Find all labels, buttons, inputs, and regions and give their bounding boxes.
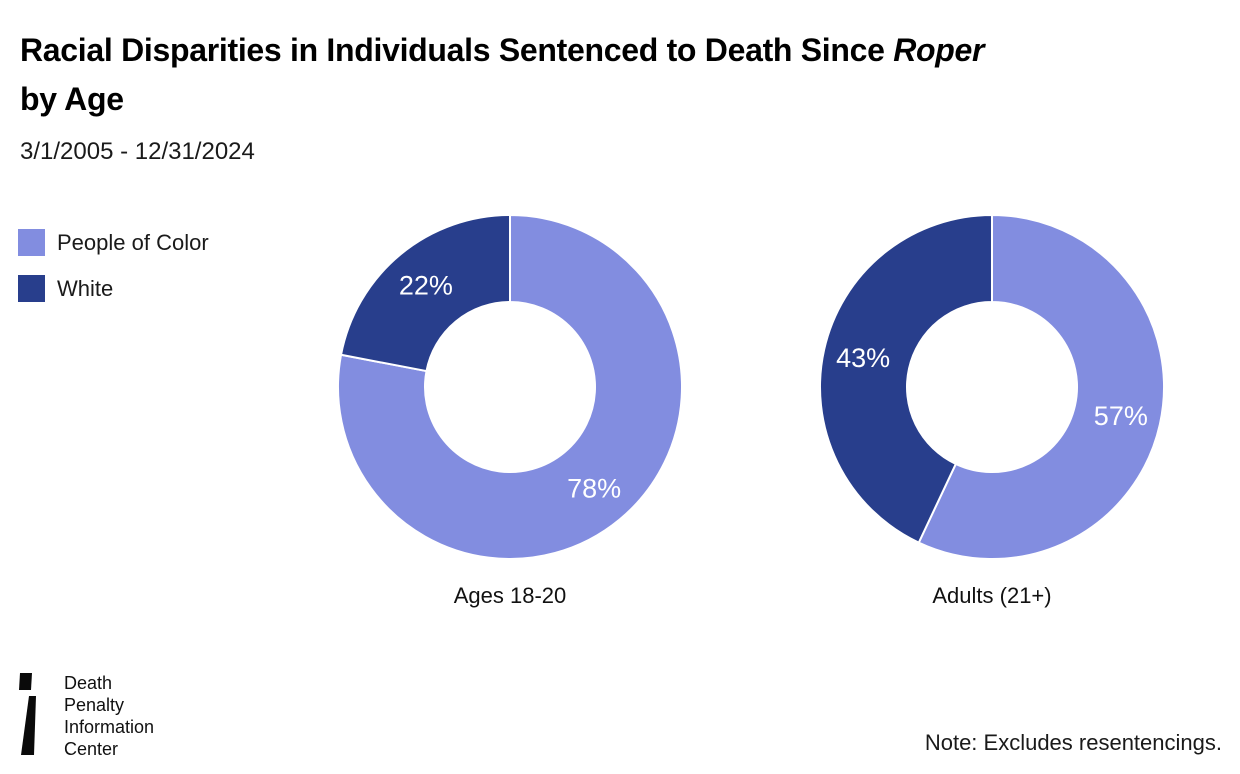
logo-text-line: Information: [64, 717, 155, 737]
slice-value-label: 78%: [567, 474, 621, 504]
logo-text-line: Center: [64, 739, 119, 759]
chart-title-italic: Roper: [893, 32, 985, 68]
donut-slice-white: [819, 214, 993, 544]
chart-subtitle-date-range: 3/1/2005 - 12/31/2024: [20, 138, 255, 165]
legend-label: White: [57, 275, 114, 301]
legend-item-people-of-color: People of Color: [18, 229, 209, 256]
logo-text-line: Death: [64, 673, 113, 693]
chart-header: Racial Disparities in Individuals Senten…: [20, 26, 1220, 165]
legend-swatch-white: [18, 275, 45, 302]
donut-svg-adults-21-plus: 57% 43%: [819, 214, 1166, 560]
donut-chart-ages-18-20: 78% 22% Ages 18-20: [335, 212, 685, 609]
chart-title: Racial Disparities in Individuals Senten…: [20, 26, 1220, 124]
donut-slice-white: [340, 214, 511, 373]
donut-slice-people-of-color: [337, 214, 683, 560]
slice-value-label: 43%: [836, 343, 890, 373]
slice-value-label: 57%: [1094, 401, 1148, 431]
legend-label: People of Color: [57, 229, 209, 255]
donut-slice-people-of-color: [917, 214, 1166, 560]
logo-text-line: Penalty: [64, 695, 125, 715]
donut-svg-ages-18-20: 78% 22%: [337, 214, 683, 560]
chart-legend: People of Color White: [18, 229, 209, 302]
chart-title-text: Racial Disparities in Individuals Senten…: [20, 32, 885, 68]
dpic-logo: Death Penalty Information Center: [18, 670, 154, 760]
slice-value-label: 22%: [399, 270, 453, 300]
footer-note: Note: Excludes resentencings.: [924, 730, 1222, 755]
dpic-logo-text: Death Penalty Information Center: [64, 670, 154, 760]
donut-category-label: Adults (21+): [932, 583, 1052, 608]
legend-item-white: White: [18, 275, 209, 302]
donut-chart-adults-21-plus: 57% 43% Adults (21+): [817, 212, 1167, 609]
donut-category-label: Ages 18-20: [453, 583, 567, 608]
legend-swatch-people-of-color: [18, 229, 45, 256]
dpic-i-icon: [19, 673, 36, 755]
chart-title-line2: by Age: [20, 81, 124, 117]
